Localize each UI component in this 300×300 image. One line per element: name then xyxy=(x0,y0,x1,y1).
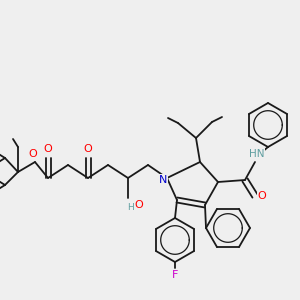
Text: O: O xyxy=(84,144,92,154)
Text: O: O xyxy=(135,200,143,210)
Text: F: F xyxy=(172,270,178,280)
Text: O: O xyxy=(258,191,266,201)
Text: O: O xyxy=(44,144,52,154)
Text: O: O xyxy=(28,149,38,159)
Text: H: H xyxy=(128,202,134,211)
Text: N: N xyxy=(159,175,167,185)
Text: HN: HN xyxy=(249,149,265,159)
